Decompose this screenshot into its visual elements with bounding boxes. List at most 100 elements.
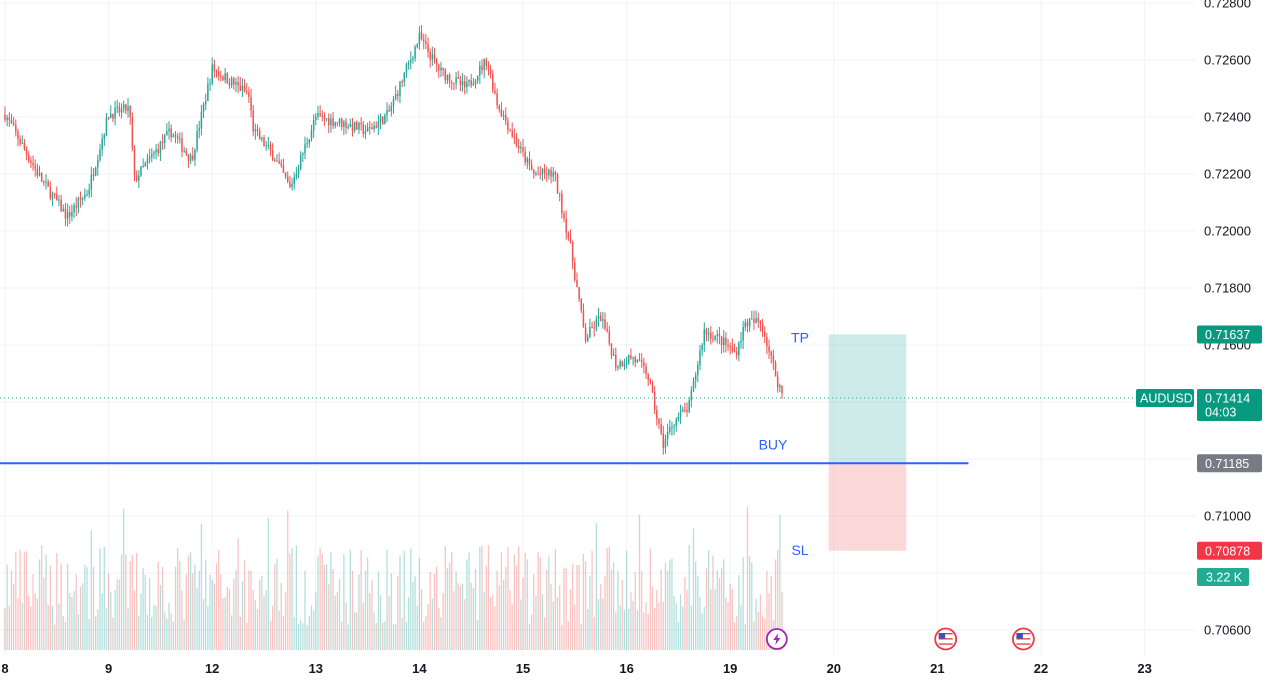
us-flag-icon-stripe[interactable] (938, 633, 953, 635)
volume-bar (73, 591, 75, 650)
candle-body (155, 149, 157, 153)
us-flag-icon-stripe[interactable] (938, 640, 953, 643)
volume-bar (753, 620, 755, 650)
volume-bar (38, 559, 41, 650)
candle-body (267, 144, 270, 146)
volume-bar (623, 609, 626, 650)
volume-bar (675, 603, 677, 650)
volume-bar (183, 619, 185, 650)
candle-body (597, 315, 600, 320)
candle-body (310, 130, 313, 140)
volume-bar (647, 614, 649, 650)
x-tick-label: 22 (1034, 661, 1048, 676)
volume-bar (159, 584, 162, 650)
y-tick-label: 0.71800 (1204, 281, 1251, 296)
candle-body (675, 419, 677, 426)
us-flag-icon-stripe[interactable] (938, 643, 953, 645)
symbol-tag[interactable]: AUDUSD (1136, 389, 1194, 408)
candle-body (722, 337, 725, 346)
us-flag-icon-stripe[interactable] (1016, 643, 1031, 645)
volume-bar (8, 605, 10, 650)
event-icons[interactable] (765, 627, 1035, 651)
axes: 0.72800 0.72600 0.72400 0.72200 0.72000 0.718… (1, 0, 1262, 676)
us-flag-icon-stripe[interactable] (1016, 633, 1031, 635)
candle-body (757, 318, 760, 322)
us-flag-icon-stripe[interactable] (1016, 635, 1031, 637)
volume-bar (537, 552, 539, 650)
candle-body (187, 154, 190, 161)
volume-bar (673, 595, 675, 650)
volume-bar (280, 583, 282, 650)
candle-body (571, 242, 574, 263)
candle-body (53, 193, 56, 195)
stop-loss-price-tag-bg[interactable] (1197, 541, 1262, 560)
volume-bar (129, 560, 131, 650)
candle-body (673, 425, 675, 427)
volume-bar (338, 579, 341, 650)
volume-bar (723, 559, 725, 650)
candle-body (593, 327, 595, 329)
candle-body (312, 120, 315, 131)
volume-bar (513, 554, 516, 650)
volume-bar (4, 608, 6, 650)
volume-bar (330, 551, 332, 650)
us-flag-icon-stripe[interactable] (938, 635, 953, 637)
volume-bar (690, 605, 692, 650)
volume-tag-bg[interactable] (1197, 568, 1249, 586)
volume-bar (433, 573, 436, 650)
volume-bar (110, 591, 112, 650)
volume-bar (395, 624, 397, 650)
volume-bar (304, 570, 306, 650)
last-price-tag-bg[interactable] (1197, 389, 1262, 422)
entry-price-tag-bg[interactable] (1197, 454, 1262, 473)
us-flag-icon-stripe[interactable] (938, 638, 953, 640)
lightning-icon-bolt[interactable] (773, 633, 781, 645)
us-flag-icon-stripe[interactable] (1016, 640, 1031, 643)
candle-body (19, 139, 21, 144)
candle-body (125, 104, 127, 112)
candle-body (766, 336, 768, 347)
volume-bar (369, 592, 371, 650)
entry-price-tag[interactable]: 0.71185 (1197, 454, 1262, 473)
volume-bar (28, 595, 30, 650)
volume-bar (118, 579, 121, 650)
candle-body (630, 355, 632, 359)
us-flag-icon[interactable] (934, 627, 958, 651)
volume-bar (148, 577, 151, 650)
candle-body (748, 318, 751, 327)
take-profit-price-tag[interactable]: 0.71637 (1197, 325, 1262, 344)
us-flag-icon-stripe[interactable] (1016, 638, 1031, 640)
stop-loss-price-tag[interactable]: 0.70878 (1197, 541, 1262, 560)
volume-bar (593, 616, 595, 650)
volume-bar (310, 605, 313, 650)
volume-tag-text: 3.22 K (1206, 571, 1243, 585)
volume-bar (587, 609, 589, 650)
volume-bar (64, 622, 67, 650)
volume-bar (293, 616, 295, 650)
us-flag-icon-canton[interactable] (1016, 633, 1023, 639)
candle-body (226, 73, 229, 84)
volume-bar (131, 555, 133, 650)
take-profit-price-tag-bg[interactable] (1197, 325, 1262, 344)
candle-body (653, 391, 656, 410)
volume-tag[interactable]: 3.22 K (1197, 568, 1249, 586)
x-tick-label: 21 (930, 661, 944, 676)
volume-bar (440, 617, 442, 650)
y-tick-label: 0.70600 (1204, 623, 1251, 638)
candle-body (418, 32, 421, 45)
volume-bar (392, 623, 395, 650)
volume-bar (684, 577, 686, 650)
us-flag-icon[interactable] (1011, 627, 1035, 651)
lightning-icon[interactable] (765, 628, 788, 650)
candle-body (554, 172, 557, 175)
candle-body (276, 160, 278, 162)
volume-bar (418, 558, 421, 650)
us-flag-icon-canton[interactable] (938, 633, 946, 639)
volume-bar (619, 605, 621, 650)
symbol-tag-bg[interactable] (1136, 389, 1194, 408)
volume-bar (233, 578, 235, 650)
candle-body (658, 418, 660, 424)
